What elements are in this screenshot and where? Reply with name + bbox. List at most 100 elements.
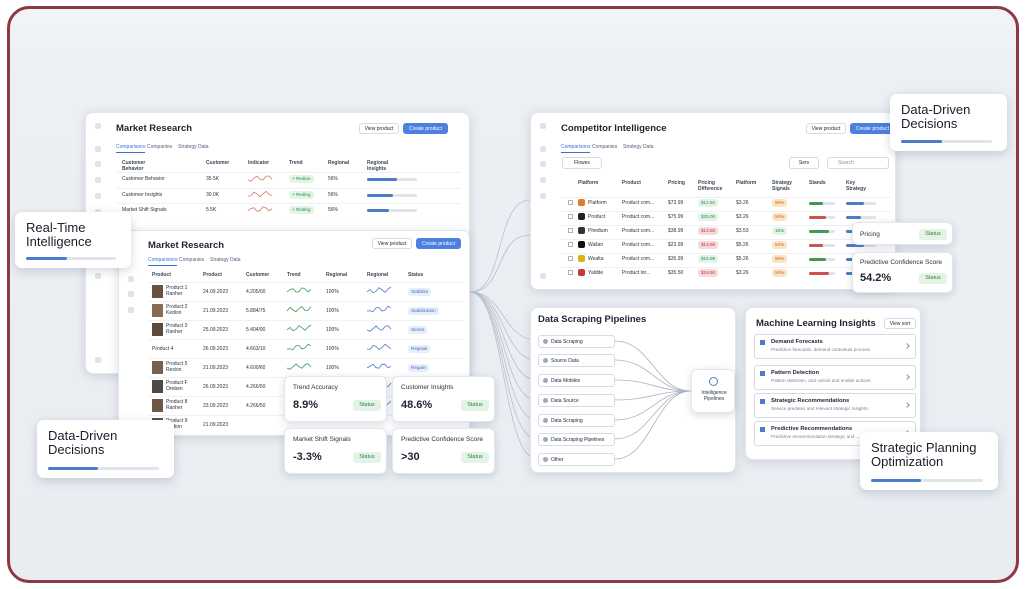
button[interactable]: View product <box>806 123 846 134</box>
cell: 4.266/50 <box>246 384 266 390</box>
pipeline-item[interactable]: Data Scraping <box>538 414 615 427</box>
stands-bar-fill <box>809 244 823 247</box>
insight-description: Predictive forecasts, demand contextual … <box>771 347 872 352</box>
filter-button[interactable]: Flowes <box>562 157 602 169</box>
strategy-bar-fill <box>846 216 861 219</box>
strategy-tag: 56% <box>772 199 788 207</box>
button[interactable]: Create product <box>850 123 895 134</box>
product-name: Product 3 Ranher <box>166 323 188 335</box>
row-divider <box>561 267 891 268</box>
insight-item[interactable]: Demand Forecasts Predictive forecasts, de… <box>754 334 916 359</box>
cell: $3.26 <box>736 270 749 276</box>
tab[interactable]: Companies <box>592 144 618 150</box>
pipeline-item[interactable]: Data Scraping Pipelines <box>538 433 615 446</box>
progress-track <box>871 479 983 482</box>
column-header: Product <box>622 180 641 186</box>
sparkline-path <box>366 363 392 369</box>
cell: 26.09.2023 <box>203 384 229 390</box>
pipeline-link <box>614 390 692 460</box>
tab[interactable]: Strategy Data <box>178 144 209 150</box>
callout-title: Data-Driven Decisions <box>48 428 118 457</box>
insight-item[interactable]: Pattern Detection Pattern detection, and … <box>754 365 916 390</box>
pipeline-link <box>614 340 692 392</box>
checkbox[interactable] <box>568 214 573 219</box>
row-divider <box>561 211 891 212</box>
cell: 5.5K <box>206 207 217 213</box>
pipeline-item[interactable]: Source Data <box>538 354 615 367</box>
sort-dropdown[interactable]: Sers <box>789 157 819 169</box>
button[interactable]: View product <box>372 238 412 249</box>
tab[interactable]: Companies <box>179 257 205 263</box>
sparkline-path <box>247 206 273 212</box>
cell: 26.09.2023 <box>203 346 229 352</box>
price-diff-tag: $29.00 <box>698 213 719 221</box>
item-label: Data Scraping Pipelines <box>551 437 605 443</box>
metric-label: Trend Accuracy <box>293 384 338 391</box>
connectors <box>469 199 538 460</box>
sidebar-icon <box>95 273 101 279</box>
pricing-card: Pricing Status <box>852 222 953 245</box>
checkbox[interactable] <box>568 242 573 247</box>
pipeline-item[interactable]: Data Scraping <box>538 335 615 348</box>
sparkline-path <box>366 343 392 351</box>
cell: 21.09.2023 <box>203 422 229 428</box>
platform-icon <box>578 213 585 220</box>
checkbox[interactable] <box>568 200 573 205</box>
progress-fill <box>871 479 921 482</box>
insight-icon <box>760 371 765 376</box>
checkbox[interactable] <box>568 270 573 275</box>
pipeline-item[interactable]: Data Mobiles <box>538 374 615 387</box>
item-label: Data Scraping <box>551 339 583 345</box>
cell: Product <box>588 214 606 220</box>
sidebar-icon <box>540 123 546 129</box>
button[interactable]: View sort <box>884 318 916 329</box>
sidebar-icon <box>540 161 546 167</box>
cell: Product com... <box>622 200 655 206</box>
tab[interactable]: Comparisons <box>116 144 146 153</box>
tab[interactable]: Strategy Data <box>623 144 654 150</box>
strategy-bar-fill <box>846 244 864 247</box>
tab[interactable]: Companies <box>147 144 173 150</box>
product-name: Product 5 Rexion <box>166 361 188 373</box>
cell: Market Shift Signals <box>122 207 167 213</box>
insight-bar-fill <box>367 209 389 212</box>
chevron <box>904 343 910 349</box>
button[interactable]: Create product <box>416 238 461 249</box>
progress-fill <box>26 257 67 260</box>
search-input[interactable]: Search <box>827 157 889 169</box>
column-header: Regional <box>326 272 348 278</box>
button[interactable]: View product <box>359 123 399 134</box>
product-name: Product 8 Ranher <box>166 399 188 411</box>
sparkline <box>247 190 273 197</box>
status-badge: Status <box>353 452 381 463</box>
pipeline-item[interactable]: Other <box>538 453 615 466</box>
tab[interactable]: Comparisons <box>148 257 178 266</box>
cell: $35.99 <box>668 256 684 262</box>
button[interactable]: Create product <box>403 123 448 134</box>
checkbox[interactable] <box>568 256 573 261</box>
tab[interactable]: Strategy Data <box>210 257 241 263</box>
insight-item[interactable]: Strategic Recommendations Service predate… <box>754 393 916 418</box>
insight-title: Pattern Detection <box>771 370 819 376</box>
column-header: Pricing <box>668 180 685 186</box>
insight-bar-fill <box>367 178 397 181</box>
connector <box>469 291 538 341</box>
column-header: Product <box>152 272 171 278</box>
stands-bar <box>809 230 835 233</box>
column-header: Platform <box>736 180 757 186</box>
row-divider <box>561 225 891 226</box>
status-badge: Status <box>461 400 489 411</box>
product-thumbnail <box>152 323 163 336</box>
product-thumbnail <box>152 399 163 412</box>
metric-value: -3.3% <box>293 451 322 463</box>
row-divider <box>149 301 464 302</box>
insight-description: Predictive recommendation strategic and … <box>771 434 860 439</box>
stands-bar-fill <box>809 202 823 205</box>
tab[interactable]: Comparisons <box>561 144 591 153</box>
pipeline-link <box>614 379 692 392</box>
cell: 100% <box>326 308 339 314</box>
pipeline-item[interactable]: Data Source <box>538 394 615 407</box>
sparkline <box>366 286 392 294</box>
sparkline <box>366 305 392 313</box>
checkbox[interactable] <box>568 228 573 233</box>
